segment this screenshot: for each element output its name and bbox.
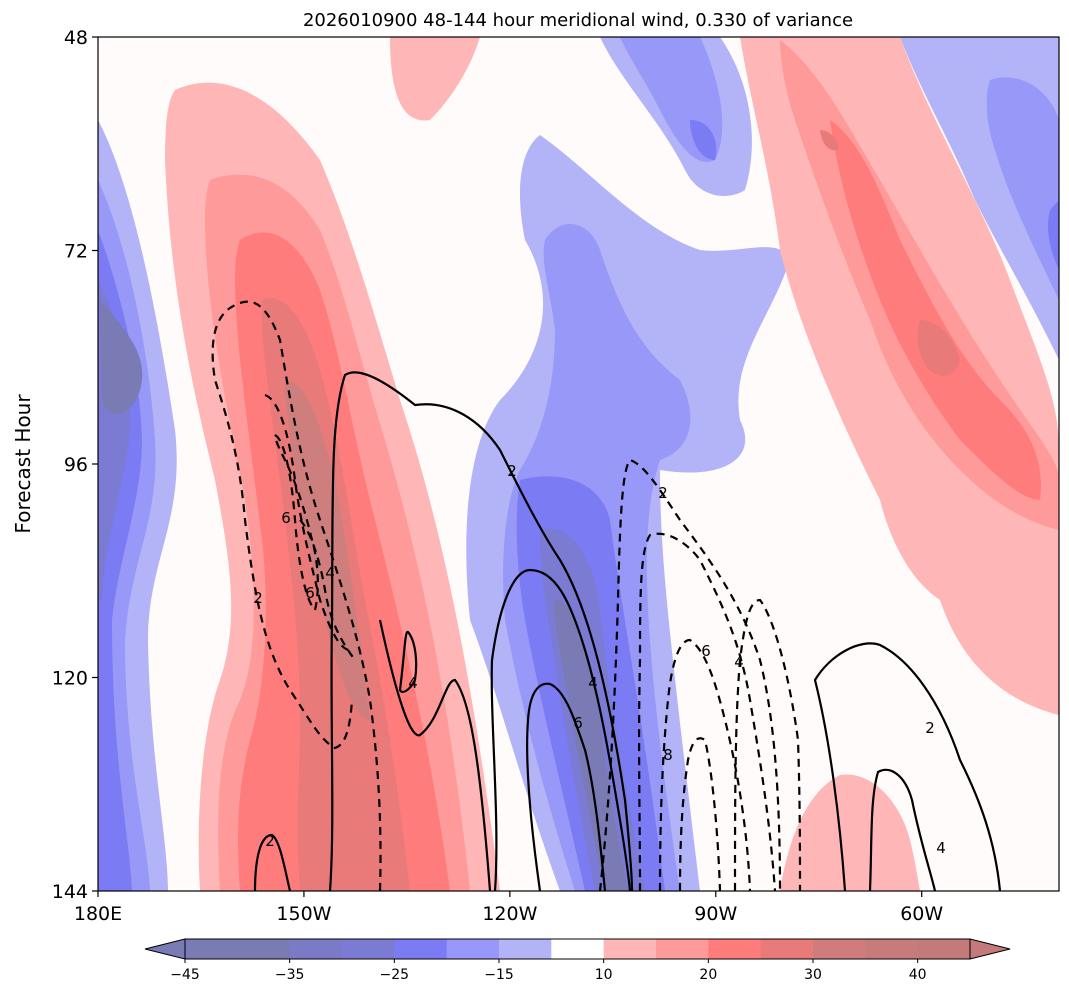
colorbar-bin <box>499 939 552 959</box>
contour-solid <box>378 619 492 891</box>
colorbar-bin <box>656 939 709 959</box>
fill-region <box>820 130 839 151</box>
fill-region <box>554 600 628 891</box>
y-tick-label: 144 <box>52 881 88 903</box>
x-axis: 180E 150W 120W 90W 60W <box>74 891 943 925</box>
fill-region <box>830 120 1041 500</box>
x-tick-label: 60W <box>900 903 943 925</box>
fill-region <box>690 120 717 160</box>
contour-solid <box>328 371 634 891</box>
x-tick-label: 150W <box>276 903 331 925</box>
contour-label: 2 <box>265 832 275 850</box>
colorbar-bin <box>185 939 238 959</box>
contour-labels: 2 4 4 6 2 4 2 6 6 4 2 6 4 8 2 <box>253 462 946 857</box>
colorbar-bin <box>551 939 605 959</box>
colorbar-bin <box>603 939 657 959</box>
contour-label: 8 <box>663 746 673 764</box>
colorbar-bin <box>760 939 814 959</box>
x-tick-label: 120W <box>482 903 537 925</box>
contour-label: 4 <box>325 564 335 582</box>
contour-dashed <box>678 737 722 891</box>
fill-region <box>100 300 143 414</box>
y-tick-label: 96 <box>64 454 88 476</box>
x-tick-label: 90W <box>694 903 737 925</box>
contour-dashed <box>598 458 782 891</box>
contour-label: 4 <box>408 674 418 692</box>
contour-label: 2 <box>658 484 668 502</box>
contour-label: 4 <box>588 674 598 692</box>
contour-solid <box>490 568 632 891</box>
contour-dashed <box>638 532 777 891</box>
colorbar-tick-label: −45 <box>170 967 200 983</box>
fill-region <box>917 320 960 376</box>
colorbar-tick-label: −15 <box>484 967 514 983</box>
colorbar-extend-max <box>969 938 1011 960</box>
colorbar-tick-label: −35 <box>275 967 305 983</box>
colorbar: −45 −35 −25 −15 10 20 30 40 <box>144 938 1011 983</box>
plot-area: 2 4 4 6 2 4 2 6 6 4 2 6 4 8 2 <box>98 37 1059 891</box>
contour-label: 6 <box>281 509 291 527</box>
chart-title: 2026010900 48-144 hour meridional wind, … <box>303 10 853 31</box>
colorbar-bin <box>342 939 395 959</box>
contour-solid <box>868 768 937 891</box>
colorbar-tick-label: 40 <box>909 967 927 983</box>
colorbar-tick-label: 30 <box>804 967 822 983</box>
contour-label: 2 <box>253 589 263 607</box>
contour-lines <box>211 300 1002 891</box>
colorbar-bin <box>917 939 971 959</box>
colorbar-tick-label: 20 <box>699 967 717 983</box>
colorbar-bin <box>394 939 448 959</box>
fill-region <box>1048 200 1059 270</box>
contour-solid <box>813 642 1002 891</box>
colorbar-bin <box>237 939 291 959</box>
contour-label: 4 <box>734 653 744 671</box>
y-axis-label: Forecast Hour <box>11 394 35 534</box>
x-tick-label: 180E <box>74 903 122 925</box>
contour-dashed <box>273 434 319 613</box>
colorbar-tick-label: −25 <box>380 967 410 983</box>
contour-solid <box>253 833 292 891</box>
contour-dashed <box>733 598 802 891</box>
contour-dashed <box>658 638 752 891</box>
contour-label: 6 <box>701 642 711 660</box>
fill-region <box>986 77 1059 300</box>
y-axis: 48 72 96 120 144 <box>52 27 98 903</box>
colorbar-bin <box>289 939 343 959</box>
contour-solid <box>526 682 607 891</box>
fill-region <box>284 380 370 720</box>
y-tick-label: 120 <box>52 668 88 690</box>
y-tick-label: 48 <box>64 27 88 49</box>
colorbar-border <box>184 938 971 960</box>
colorbar-bin <box>813 939 866 959</box>
colorbar-bin <box>865 939 919 959</box>
fill-region <box>390 37 480 121</box>
contour-dashed <box>299 519 356 661</box>
colorbar-tick-label: 10 <box>595 967 613 983</box>
contour-label: 6 <box>573 714 583 732</box>
colorbar-extend-min <box>144 938 186 960</box>
contour-label: 2 <box>507 462 517 480</box>
contour-label: 2 <box>925 719 935 737</box>
contour-label: 6 <box>305 584 315 602</box>
contour-solid <box>398 630 418 694</box>
y-tick-label: 72 <box>64 241 88 263</box>
contour-dashed <box>264 393 351 652</box>
contour-label: 4 <box>936 839 946 857</box>
colorbar-bin <box>708 939 762 959</box>
colorbar-bin <box>446 939 500 959</box>
fill-region <box>780 774 920 891</box>
contour-dashed <box>211 300 382 891</box>
